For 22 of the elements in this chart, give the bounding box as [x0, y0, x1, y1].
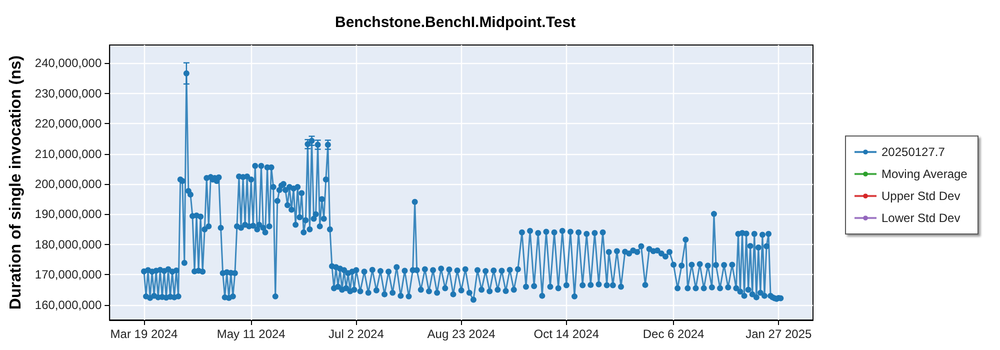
- x-tick-label: Jul 2 2024: [328, 327, 384, 341]
- y-tick-label: 200,000,000: [34, 177, 102, 192]
- legend-label: 20250127.7: [882, 145, 946, 159]
- y-tick-label: 190,000,000: [34, 207, 102, 222]
- x-tick-label: Dec 6 2024: [642, 327, 705, 341]
- legend-label: Moving Average: [882, 167, 968, 181]
- y-tick-label: 240,000,000: [34, 56, 102, 70]
- y-tick-label: 180,000,000: [34, 237, 102, 252]
- x-tick-label: Jan 27 2025: [746, 327, 812, 341]
- y-axis-title: Duration of single invocation (ns): [8, 55, 24, 310]
- x-tick-label: Mar 19 2024: [110, 327, 178, 341]
- x-tick-label: May 11 2024: [216, 327, 286, 341]
- y-tick-label: 230,000,000: [34, 86, 102, 100]
- legend-label: Upper Std Dev: [882, 189, 960, 203]
- y-tick-label: 220,000,000: [34, 116, 102, 131]
- chart-title: Benchstone.BenchI.Midpoint.Test: [335, 14, 576, 31]
- y-tick-label: 210,000,000: [34, 146, 102, 161]
- x-tick-label: Aug 23 2024: [427, 327, 496, 341]
- y-tick-label: 170,000,000: [34, 268, 102, 282]
- legend-label: Lower Std Dev: [882, 211, 960, 225]
- y-tick-label: 160,000,000: [34, 298, 102, 312]
- x-tick-label: Oct 14 2024: [534, 327, 600, 341]
